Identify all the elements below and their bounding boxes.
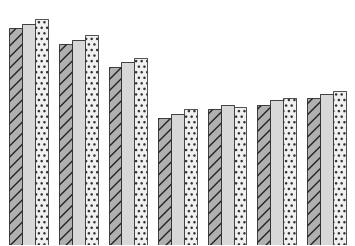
Bar [109,67,121,245]
Bar [221,105,234,245]
Bar [333,92,346,245]
Bar [283,98,296,245]
Bar [121,62,134,245]
Bar [171,114,184,245]
Bar [134,58,147,245]
Bar [9,29,22,245]
Bar [257,105,270,245]
Bar [208,109,221,245]
Bar [270,100,283,245]
Bar [59,44,72,245]
Bar [22,24,35,245]
Bar [72,40,85,245]
Bar [307,98,320,245]
Bar [85,35,98,245]
Bar [35,19,48,245]
Bar [320,94,333,245]
Bar [184,109,197,245]
Bar [158,119,171,245]
Bar [234,107,246,245]
